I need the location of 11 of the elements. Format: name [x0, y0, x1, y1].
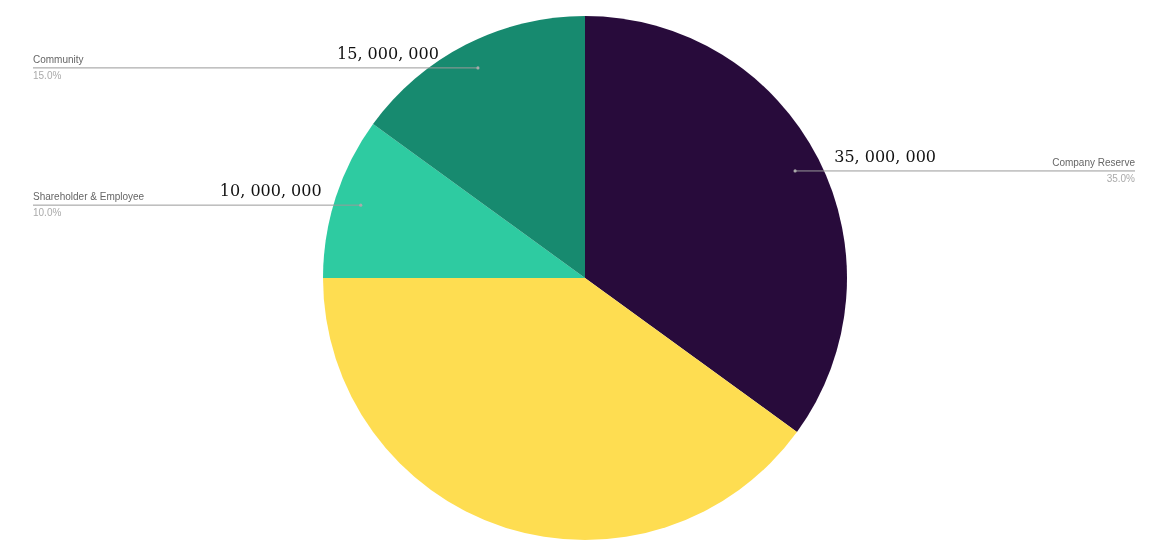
- slice-label: Community: [33, 53, 84, 65]
- slice-label: Company Reserve: [1052, 156, 1136, 168]
- text: 10.0%: [33, 207, 62, 219]
- slice-label: Shareholder & Employee: [33, 191, 145, 203]
- text: 15.0%: [33, 69, 62, 81]
- data-label: 10, 000, 000: [219, 181, 322, 201]
- pie-slice: [323, 278, 797, 540]
- data-label: 35, 000, 000: [834, 146, 936, 166]
- text: 35.0%: [1106, 172, 1136, 184]
- data-label: 15, 000, 000: [337, 43, 439, 63]
- pie-slice: [323, 124, 585, 278]
